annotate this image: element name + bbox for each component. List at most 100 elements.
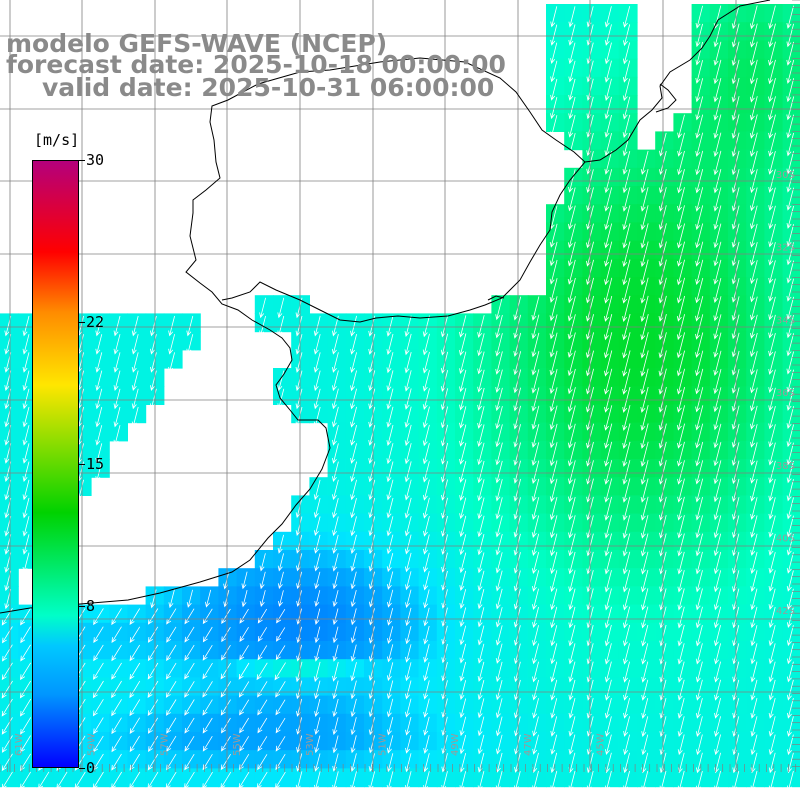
wind-arrow (459, 534, 467, 556)
latitude-label: 36S (776, 388, 795, 399)
wind-arrow (568, 661, 576, 683)
wind-arrow (568, 60, 576, 83)
wind-arrow (459, 388, 467, 411)
wind-arrow (696, 770, 703, 792)
wind-arrow (495, 661, 503, 683)
wind-arrow (477, 442, 485, 466)
wind-arrow (386, 443, 394, 465)
wind-arrow (786, 78, 795, 103)
wind-arrow (786, 224, 794, 247)
wind-arrow (768, 552, 776, 574)
wind-arrow (238, 681, 250, 698)
wind-arrow (750, 205, 758, 230)
wind-arrow (550, 6, 558, 28)
wind-arrow (531, 387, 540, 412)
wind-arrow (186, 315, 194, 337)
wind-arrow (677, 624, 685, 647)
wind-arrow (750, 698, 758, 719)
wind-arrow (2, 626, 13, 644)
wind-arrow (168, 315, 175, 337)
wind-arrow (131, 315, 139, 337)
wind-speed-cell (0, 641, 19, 660)
wind-speed-cell (218, 732, 238, 751)
wind-arrow (350, 516, 357, 537)
wind-arrow (640, 405, 649, 431)
wind-speed-cell (200, 677, 219, 697)
wind-arrow (405, 662, 412, 682)
wind-arrow (314, 735, 321, 754)
wind-arrow (238, 662, 250, 680)
wind-arrow (623, 661, 630, 683)
wind-arrow (695, 643, 703, 665)
wind-arrow (750, 351, 758, 376)
wind-arrow (641, 606, 649, 629)
wind-arrow (750, 405, 758, 430)
wind-arrow (368, 608, 375, 626)
wind-arrow (495, 643, 503, 664)
wind-speed-cell (127, 732, 147, 751)
wind-arrow (640, 441, 649, 467)
wind-arrow (677, 551, 685, 575)
wind-speed-cell (291, 695, 310, 715)
wind-arrow (567, 259, 576, 285)
wind-arrow (623, 770, 630, 792)
wind-arrow (150, 334, 157, 355)
wind-arrow (550, 24, 558, 46)
wind-arrow (202, 662, 213, 680)
wind-arrow (332, 498, 339, 519)
wind-arrow (477, 534, 485, 556)
lat-lon-grid (0, 0, 800, 772)
wind-arrow (676, 387, 685, 413)
wind-arrow (623, 752, 630, 774)
wind-arrow (640, 277, 649, 304)
wind-arrow (749, 59, 758, 85)
wind-arrow (459, 479, 467, 501)
wind-arrow (295, 516, 303, 536)
wind-arrow (677, 770, 685, 792)
wind-arrow (386, 388, 394, 410)
wind-arrow (332, 717, 339, 735)
wind-arrow (477, 351, 485, 375)
wind-arrow (714, 625, 721, 647)
wind-arrow (20, 607, 32, 626)
wind-arrow (186, 334, 194, 355)
wind-arrow (113, 352, 121, 373)
wind-arrow (677, 223, 685, 249)
wind-speed-cell (455, 349, 474, 369)
wind-arrow (422, 479, 430, 501)
wind-arrow (568, 588, 576, 611)
wind-arrow (768, 679, 776, 701)
wind-arrow (166, 699, 177, 716)
wind-arrow (404, 406, 412, 428)
wind-arrow (768, 770, 776, 792)
wind-arrow (184, 608, 195, 625)
wind-arrow (714, 606, 722, 629)
longitude-label: 51W (378, 733, 389, 756)
wind-arrow (676, 277, 685, 304)
wind-arrow (695, 533, 703, 557)
wind-arrow (713, 150, 722, 176)
wind-arrow (676, 405, 685, 431)
wind-arrow (786, 114, 794, 139)
wind-arrow (459, 333, 467, 356)
wind-arrow (1, 680, 13, 699)
wind-speed-cell (254, 713, 274, 733)
wind-arrow (313, 406, 321, 428)
wind-arrow (677, 150, 685, 176)
wind-arrow (750, 5, 758, 30)
wind-arrow (532, 588, 539, 610)
wind-arrow (405, 607, 412, 627)
wind-arrow (532, 716, 539, 737)
wind-arrow (768, 260, 776, 284)
wind-arrow (368, 626, 375, 644)
wind-arrow (405, 644, 412, 663)
wind-arrow (713, 41, 722, 66)
wind-arrow (786, 315, 794, 339)
wind-arrow (368, 406, 376, 428)
wind-speed-cell (546, 713, 565, 733)
wind-arrow (677, 423, 685, 449)
wind-arrow (277, 297, 285, 319)
wind-arrow (695, 41, 703, 66)
wind-arrow (314, 698, 321, 718)
wind-speed-cell (709, 258, 729, 278)
